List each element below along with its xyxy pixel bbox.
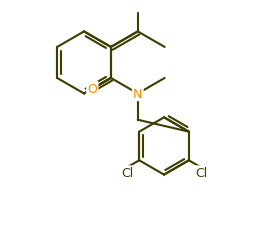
Text: N: N [133, 88, 142, 101]
Text: Cl: Cl [195, 166, 207, 179]
Text: Cl: Cl [121, 166, 133, 179]
Text: O: O [87, 83, 97, 96]
